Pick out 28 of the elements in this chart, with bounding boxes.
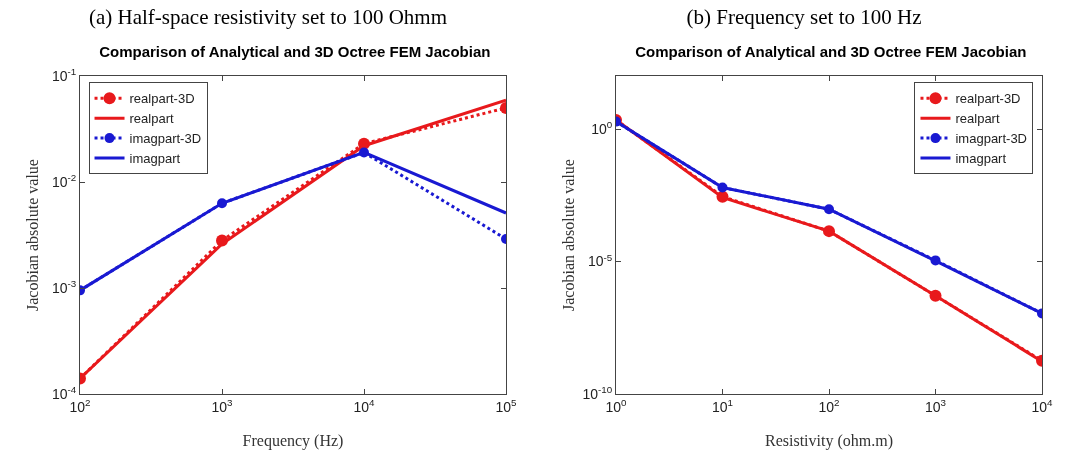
legend-label: imagpart	[955, 151, 1007, 167]
legend-label: realpart	[955, 111, 1000, 127]
x-tick-label: 10$^{2}$	[818, 396, 840, 415]
y-tick-label: 10$^{0}$	[591, 119, 613, 137]
x-tick-label: 10$^{4}$	[1031, 396, 1054, 415]
x-tick-label: 10$^{4}$	[353, 396, 376, 415]
legend-label: imagpart-3D	[955, 131, 1028, 147]
y-axis-title: Jacobian absolute value	[24, 159, 41, 311]
x-tick-label: 10$^{1}$	[711, 396, 734, 415]
legend-label: imagpart-3D	[129, 131, 202, 147]
legend-label: realpart-3D	[955, 91, 1021, 107]
y-tick-label: 10$^{-1}$	[51, 66, 77, 84]
y-axis-title: Jacobian absolute value	[560, 159, 577, 311]
y-tick-label: 10$^{-5}$	[587, 251, 613, 270]
chart-title: (a) Half-space resistivity set to 100 Ohmm	[87, 4, 449, 31]
y-tick-label: 10$^{-3}$	[51, 278, 77, 296]
y-tick-label: 10$^{-2}$	[51, 172, 77, 190]
x-tick-label: 10$^{5}$	[495, 396, 518, 415]
chart-title: (b) Frequency set to 100 Hz	[685, 4, 923, 31]
chart-subtitle: Comparison of Analytical and 3D Octree FEM Jacobian	[99, 42, 491, 60]
legend-label: imagpart	[129, 151, 181, 167]
x-axis-title: Resistivity (ohm.m)	[765, 432, 893, 450]
x-tick-label: 10$^{3}$	[924, 396, 947, 415]
chart-subtitle: Comparison of Analytical and 3D Octree FEM Jacobian	[635, 42, 1027, 60]
legend-label: realpart	[129, 111, 174, 127]
x-tick-label: 10$^{3}$	[211, 396, 234, 415]
x-axis-title: Frequency (Hz)	[242, 432, 344, 450]
legend-label: realpart-3D	[129, 91, 195, 107]
